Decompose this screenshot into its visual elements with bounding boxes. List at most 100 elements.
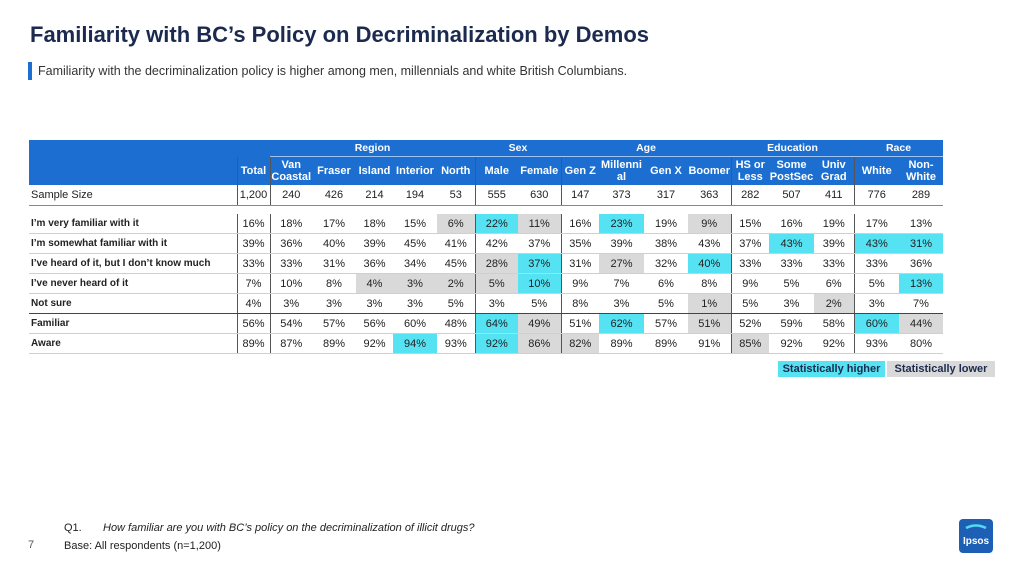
ipsos-logo: Ipsos: [959, 519, 993, 553]
table-cell: 87%: [269, 333, 312, 354]
table-cell: 16%: [236, 214, 270, 234]
table-row: Not sure 4% 3% 3% 3% 3% 5% 3% 5% 8% 3% 5% 1% 5% 3% 2% 3%…: [29, 293, 943, 314]
table-cell: 2%: [437, 273, 475, 294]
table-cell: 9%: [688, 214, 731, 234]
table-cell: 45%: [393, 233, 437, 254]
table-cell: 57%: [644, 313, 688, 334]
group-header-region: Region: [270, 140, 475, 157]
table-cell: 33%: [236, 253, 270, 274]
table-cell: 8%: [560, 293, 599, 314]
table-cell: 40%: [312, 233, 356, 254]
column-header: Fraser: [312, 156, 356, 185]
table-cell: 33%: [853, 253, 899, 274]
table-cell: 5%: [437, 293, 475, 314]
table-cell: 92%: [356, 333, 393, 354]
column-header: Millennial: [599, 156, 644, 185]
table-row: I’m somewhat familiar with it 39% 36% 40% 39…: [29, 233, 943, 254]
table-cell: 16%: [769, 214, 814, 234]
table-cell: 51%: [560, 313, 599, 334]
table-cell: 7%: [899, 293, 943, 314]
table-row: I’m very familiar with it 16% 18% 17% 18% 15%…: [29, 214, 943, 234]
table-cell: 42%: [474, 233, 518, 254]
column-header: Island: [356, 156, 393, 185]
table-cell: 7%: [236, 273, 270, 294]
row-label: Sample Size: [29, 185, 237, 206]
legend-statistically-higher: Statistically higher: [778, 361, 885, 377]
column-header: Boomer: [688, 156, 731, 185]
table-cell: 3%: [269, 293, 312, 314]
demographics-table: Region Sex Age Education Race Total Van C…: [29, 140, 943, 354]
table-cell: 37%: [730, 233, 769, 254]
row-label: I’ve never heard of it: [29, 273, 237, 294]
question-text: How familiar are you with BC’s policy on…: [103, 522, 475, 534]
sample-size-cell: 507: [769, 185, 814, 206]
table-cell: 56%: [236, 313, 270, 334]
table-cell: 13%: [899, 214, 943, 234]
table-cell: 92%: [814, 333, 854, 354]
table-cell: 16%: [560, 214, 599, 234]
group-header-sex: Sex: [475, 140, 561, 157]
table-cell: 80%: [899, 333, 943, 354]
table-cell: 17%: [853, 214, 899, 234]
table-cell: 18%: [269, 214, 312, 234]
table-cell: 85%: [730, 333, 769, 354]
table-cell: 33%: [730, 253, 769, 274]
table-cell: 3%: [853, 293, 899, 314]
table-cell: 15%: [730, 214, 769, 234]
table-cell: 3%: [393, 273, 437, 294]
group-header-row: Region Sex Age Education Race: [29, 140, 943, 157]
table-cell: 39%: [236, 233, 270, 254]
table-cell: 3%: [312, 293, 356, 314]
table-cell: 33%: [814, 253, 854, 274]
table-cell: 45%: [437, 253, 475, 274]
table-cell: 36%: [269, 233, 312, 254]
table-cell: 39%: [599, 233, 644, 254]
table-cell: 3%: [769, 293, 814, 314]
table-cell: 34%: [393, 253, 437, 274]
table-cell: 5%: [518, 293, 561, 314]
table-cell: 38%: [644, 233, 688, 254]
table-cell: 15%: [393, 214, 437, 234]
table-cell: 57%: [312, 313, 356, 334]
sample-size-cell: 282: [730, 185, 769, 206]
table-cell: 5%: [853, 273, 899, 294]
table-cell: 94%: [393, 333, 437, 354]
column-header: Univ Grad: [814, 156, 854, 185]
sample-size-cell: 426: [312, 185, 356, 206]
table-cell: 60%: [853, 313, 899, 334]
table-cell: 13%: [899, 273, 943, 294]
sample-size-cell: 363: [688, 185, 731, 206]
table-cell: 89%: [236, 333, 270, 354]
table-cell: 86%: [518, 333, 561, 354]
table-cell: 18%: [356, 214, 393, 234]
table-cell: 40%: [688, 253, 731, 274]
table-cell: 37%: [518, 233, 561, 254]
table-cell: 4%: [236, 293, 270, 314]
table-cell: 93%: [437, 333, 475, 354]
column-header: Total: [236, 156, 270, 185]
column-header: Some PostSec: [769, 156, 814, 185]
table-cell: 36%: [356, 253, 393, 274]
table-cell: 9%: [730, 273, 769, 294]
column-header: North: [437, 156, 475, 185]
group-header-race: Race: [854, 140, 943, 157]
subtitle-accent-bar: [28, 62, 32, 80]
table-cell: 51%: [688, 313, 731, 334]
table-cell: 10%: [269, 273, 312, 294]
table-cell: 10%: [518, 273, 561, 294]
row-label: I’ve heard of it, but I don’t know much: [29, 253, 237, 274]
row-label: Not sure: [29, 293, 237, 314]
table-cell: 41%: [437, 233, 475, 254]
sample-size-cell: 289: [899, 185, 943, 206]
table-cell: 31%: [312, 253, 356, 274]
table-cell: 54%: [269, 313, 312, 334]
table-cell: 6%: [437, 214, 475, 234]
table-cell: 36%: [899, 253, 943, 274]
sample-size-cell: 53: [437, 185, 475, 206]
page-subtitle: Familiarity with the decriminalization p…: [38, 64, 628, 78]
table-cell: 31%: [560, 253, 599, 274]
base-note: Base: All respondents (n=1,200): [64, 540, 221, 552]
column-header: Female: [518, 156, 561, 185]
table-cell: 91%: [688, 333, 731, 354]
column-header-row: Total Van Coastal Fraser Island Interior Nort…: [29, 156, 943, 185]
